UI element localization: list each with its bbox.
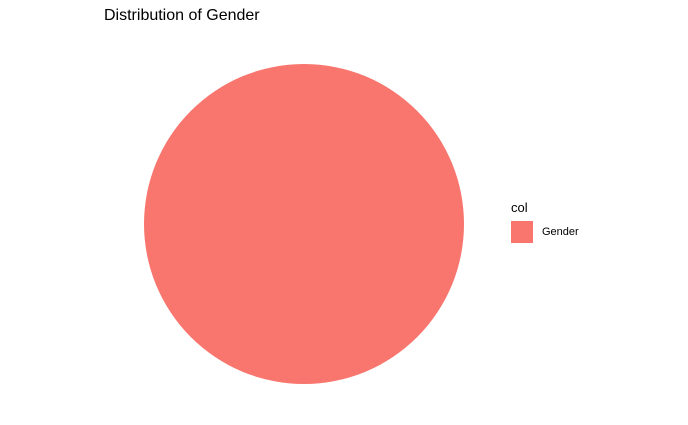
legend-key-0	[511, 221, 533, 243]
legend-label-0: Gender	[542, 226, 579, 238]
legend: col Gender	[511, 200, 579, 243]
legend-title: col	[511, 200, 528, 215]
legend-items: Gender	[511, 221, 579, 243]
pie-slice-0	[144, 64, 464, 384]
chart-title: Distribution of Gender	[104, 7, 260, 24]
legend-item-0: Gender	[511, 221, 579, 243]
